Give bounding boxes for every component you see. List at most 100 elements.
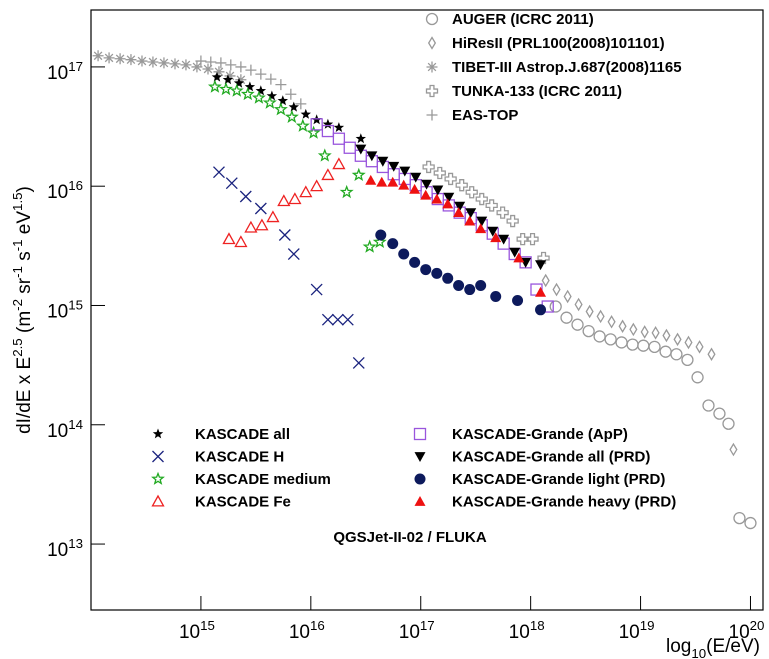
point: [733, 511, 746, 525]
point: [287, 248, 300, 260]
point: [332, 157, 346, 170]
point: [535, 286, 547, 297]
point: [713, 407, 726, 420]
point: [409, 183, 421, 194]
point: [722, 417, 735, 430]
series: [213, 166, 365, 369]
point: [288, 101, 299, 112]
point: [662, 328, 671, 343]
point: [607, 315, 616, 329]
point: [125, 54, 137, 66]
point: [225, 59, 237, 71]
plot-area: [91, 50, 757, 610]
point: [207, 79, 222, 93]
y-tick-label: 1016: [47, 178, 83, 203]
point: [321, 313, 334, 326]
point: [376, 176, 388, 187]
legend-marker: [151, 471, 165, 485]
legend-label: KASCADE Fe: [195, 494, 291, 511]
point: [195, 55, 207, 67]
point: [295, 118, 310, 132]
series: [422, 160, 550, 265]
point: [375, 229, 387, 241]
point: [409, 256, 421, 268]
point: [244, 81, 256, 92]
point: [475, 223, 487, 234]
x-tick-label: 1020: [729, 618, 765, 643]
point: [180, 59, 192, 71]
legend-marker: [413, 427, 427, 441]
point: [496, 206, 509, 219]
point: [535, 304, 547, 316]
legend-label: KASCADE-Grande all (PRD): [452, 449, 650, 466]
point: [218, 81, 233, 96]
point: [444, 172, 457, 186]
point: [560, 311, 573, 324]
point: [288, 192, 302, 205]
point: [593, 330, 606, 343]
point: [300, 108, 311, 119]
point: [453, 207, 465, 218]
point: [465, 186, 478, 199]
point: [691, 371, 704, 384]
point: [321, 168, 335, 181]
point: [490, 232, 502, 243]
point: [485, 199, 498, 212]
series: [207, 79, 387, 253]
point: [285, 88, 297, 100]
point: [442, 272, 454, 284]
point: [275, 79, 287, 91]
y-axis-label: dI/dE x E2.5 (m-2 sr-1 s-1 eV1.5): [10, 186, 35, 434]
legend-label: HiResII (PRL100(2008)101101): [452, 35, 665, 52]
point: [266, 90, 278, 101]
point: [604, 333, 617, 346]
point: [254, 202, 267, 215]
point: [235, 74, 247, 86]
point: [629, 322, 638, 337]
x-tick-label: 1019: [619, 618, 655, 643]
legend-marker: [152, 428, 164, 439]
point: [648, 340, 661, 354]
legend-label: AUGER (ICRC 2011): [452, 11, 594, 28]
point: [571, 318, 584, 331]
point: [266, 210, 280, 223]
point: [443, 192, 455, 203]
point: [475, 280, 487, 292]
point: [516, 232, 529, 246]
point: [433, 166, 446, 180]
point: [464, 284, 476, 296]
point: [420, 264, 432, 276]
legend-marker: [414, 473, 426, 485]
point: [355, 133, 366, 144]
point: [255, 68, 267, 80]
legend-label: KASCADE-Grande light (PRD): [452, 471, 665, 488]
point: [136, 55, 148, 67]
point: [684, 335, 693, 350]
point: [215, 57, 227, 69]
point: [526, 232, 539, 246]
point: [431, 267, 443, 279]
point: [235, 61, 247, 73]
point: [306, 125, 321, 139]
point: [535, 260, 547, 271]
series: [541, 273, 738, 457]
legend-label: KASCADE all: [195, 426, 290, 443]
point: [744, 516, 757, 530]
y-tick-label: 1013: [47, 536, 83, 561]
point: [681, 353, 694, 367]
point: [277, 95, 288, 106]
series: [375, 229, 547, 316]
point: [244, 220, 258, 233]
point: [239, 190, 252, 203]
point: [455, 179, 468, 192]
point: [487, 226, 499, 237]
point: [388, 161, 400, 172]
point: [310, 118, 323, 131]
series: [355, 144, 547, 271]
point: [310, 179, 324, 192]
point: [225, 177, 238, 190]
point: [310, 283, 323, 296]
y-tick-label: 1015: [47, 297, 83, 322]
point: [317, 148, 332, 162]
